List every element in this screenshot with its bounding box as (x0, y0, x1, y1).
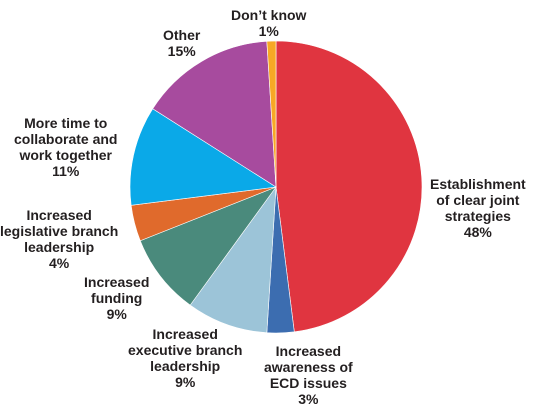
pie-slice-3 (139, 186, 277, 306)
slice-percent: 9% (175, 374, 196, 390)
pie-slices (129, 40, 423, 334)
slice-percent: 3% (298, 391, 319, 407)
slice-percent: 48% (463, 224, 492, 240)
pie-slice-0 (275, 40, 423, 333)
pie-slice-5 (129, 108, 277, 206)
slice-label-funding: Increased funding 9% (84, 274, 149, 322)
slice-percent: 11% (52, 163, 80, 179)
slice-name: Establishment of clear joint strategies (430, 176, 526, 224)
slice-label-awareness: Increased awareness of ECD issues 3% (264, 343, 353, 407)
slice-label-establishment: Establishment of clear joint strategies … (430, 176, 526, 240)
slice-name: Increased executive branch leadership (128, 326, 243, 374)
slice-name: Other (163, 27, 201, 43)
slice-name: Increased awareness of ECD issues (264, 343, 353, 391)
slice-name: Increased legislative branch leadership (0, 207, 119, 255)
slice-percent: 15% (167, 43, 196, 59)
pie-slice-6 (152, 40, 277, 188)
slice-label-more-time: More time to collaborate and work togeth… (14, 115, 117, 179)
pie-slice-7 (266, 40, 277, 188)
slice-name: Don’t know (231, 7, 307, 23)
slice-label-other: Other 15% (163, 27, 200, 59)
slice-percent: 9% (106, 306, 127, 322)
slice-name: More time to collaborate and work togeth… (14, 115, 118, 163)
slice-label-dont-know: Don’t know 1% (231, 7, 306, 39)
pie-slice-2 (189, 185, 277, 334)
slice-name: Increased funding (84, 274, 150, 306)
slice-label-legislative: Increased legislative branch leadership … (0, 207, 118, 271)
slice-percent: 4% (49, 255, 70, 271)
slice-percent: 1% (258, 23, 279, 39)
slice-label-executive: Increased executive branch leadership 9% (128, 326, 242, 390)
